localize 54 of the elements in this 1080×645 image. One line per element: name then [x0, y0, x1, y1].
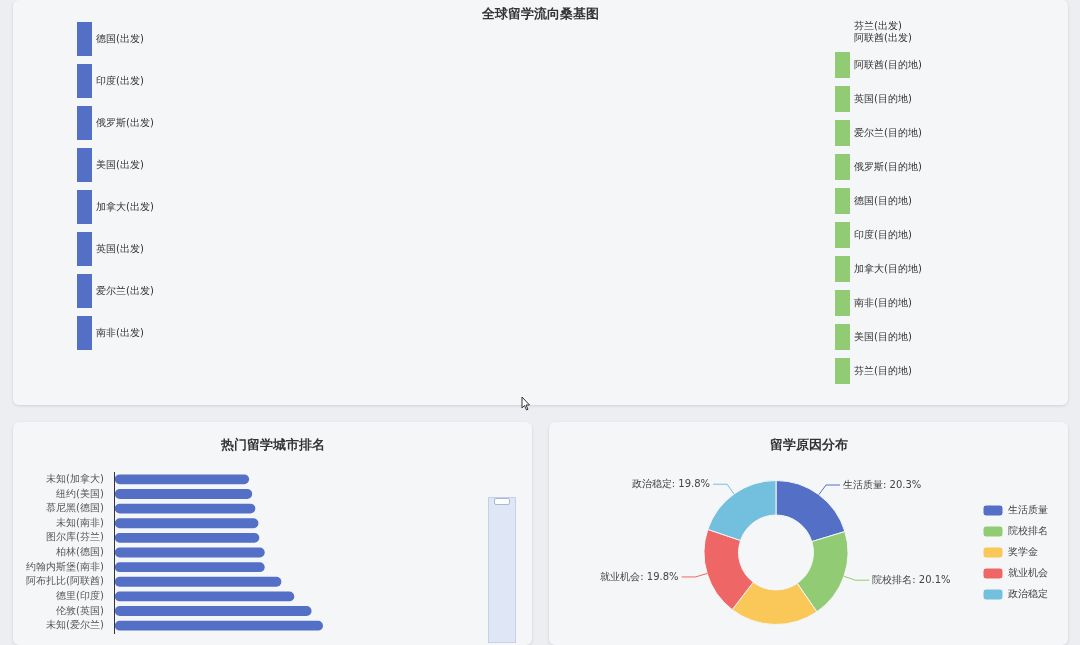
- bar: [114, 532, 260, 543]
- category-label: 英国(出发): [96, 242, 144, 254]
- bar: [114, 620, 323, 631]
- bar: [114, 562, 265, 573]
- category-label: 德国(目的地): [854, 194, 912, 206]
- data-label: 生活质量: 20.3%: [843, 478, 922, 490]
- y-tick-label: 未知(南非): [55, 516, 104, 528]
- legend-label: 奖学金: [1008, 546, 1038, 558]
- data-label: 政治稳定: 19.8%: [631, 477, 711, 489]
- y-tick-label: 慕尼黑(德国): [45, 502, 104, 514]
- category-label: 爱尔兰(目的地): [854, 126, 922, 138]
- chart-title: 留学原因分布: [768, 436, 849, 454]
- category-label: 印度(出发): [96, 74, 144, 86]
- legend-label: 生活质量: [1008, 504, 1048, 516]
- category-label: 美国(出发): [96, 158, 144, 170]
- y-tick-label: 未知(爱尔兰): [45, 619, 104, 631]
- y-tick-label: 图尔库(芬兰): [45, 531, 104, 543]
- text: 阿联酋(出发): [854, 31, 912, 43]
- category-label: 爱尔兰(出发): [96, 284, 154, 296]
- bar: [114, 503, 256, 514]
- category-label: 俄罗斯(目的地): [854, 160, 922, 172]
- bar: [114, 547, 265, 558]
- category-label: 阿联酋(目的地): [854, 58, 922, 70]
- category-label: 英国(目的地): [854, 92, 912, 104]
- bar: [114, 606, 312, 616]
- y-tick-label: 约翰内斯堡(南非): [25, 560, 104, 572]
- legend-label: 院校排名: [1008, 525, 1048, 537]
- y-tick-label: 德里(印度): [55, 590, 104, 601]
- legend-label: 政治稳定: [1008, 588, 1048, 600]
- category-label: 南非(目的地): [854, 296, 912, 308]
- bar: [114, 474, 250, 485]
- category-label: 美国(目的地): [854, 330, 912, 342]
- category-label: 芬兰(目的地): [854, 364, 912, 376]
- y-tick-label: 柏林(德国): [54, 546, 104, 558]
- data-label: 就业机会: 19.8%: [600, 570, 679, 582]
- category-label: 加拿大(出发): [96, 200, 154, 212]
- category-label: 印度(目的地): [854, 228, 912, 240]
- text: 芬兰(出发): [854, 19, 902, 31]
- category-label: 南非(出发): [96, 326, 144, 338]
- bar: [114, 576, 282, 587]
- chart-title: 热门留学城市排名: [219, 436, 326, 454]
- text: 全球留学流向桑基图: [482, 6, 599, 21]
- y-tick-label: 纽约(美国): [55, 487, 104, 499]
- category-label: 加拿大(目的地): [854, 262, 922, 274]
- y-tick-label: 伦敦(英国): [55, 604, 104, 616]
- bar: [114, 489, 253, 499]
- bar: [114, 591, 295, 602]
- category-label: 德国(出发): [96, 32, 144, 44]
- y-tick-label: 未知(加拿大): [45, 472, 104, 484]
- legend-label: 就业机会: [1008, 567, 1048, 579]
- y-tick-label: 阿布扎比(阿联酋): [25, 575, 104, 587]
- data-label: 院校排名: 20.1%: [872, 573, 951, 585]
- category-label: 俄罗斯(出发): [96, 116, 154, 128]
- bar: [114, 518, 259, 529]
